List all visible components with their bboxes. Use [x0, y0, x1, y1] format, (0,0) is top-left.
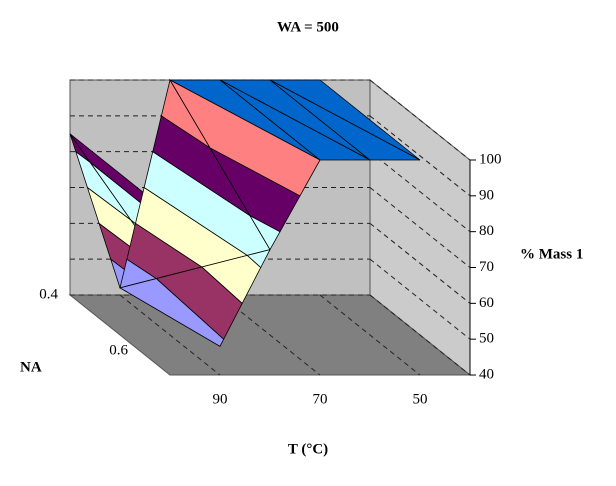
chart-title: WA = 500: [277, 19, 339, 35]
grid-line: [369, 151, 471, 233]
grid-line: [369, 79, 471, 161]
z-tick-label: 50: [479, 331, 494, 347]
depth-tick-label: 0.4: [39, 286, 58, 302]
x-tick-label: 70: [313, 391, 328, 407]
z-tick-label: 100: [479, 151, 502, 167]
depth-tick-label: 0.6: [109, 342, 128, 358]
z-tick-label: 80: [479, 223, 494, 239]
grid-line: [369, 294, 471, 376]
grid-line: [369, 258, 471, 340]
surface-patch: [246, 248, 271, 269]
x-axis-title: T (°C): [288, 441, 328, 457]
x-tick-label: 50: [413, 391, 428, 407]
z-tick-label: 60: [479, 295, 494, 311]
z-axis-title: % Mass 1: [520, 246, 583, 262]
depth-axis-title: NA: [20, 359, 42, 375]
grid-line: [369, 222, 471, 304]
grid-line: [369, 187, 471, 268]
floor-grid-line: [319, 294, 421, 376]
z-tick-label: 70: [479, 259, 494, 275]
surface-patch: [168, 78, 321, 197]
floor-grid-line: [119, 294, 221, 376]
surface-patch: [219, 79, 371, 161]
surface-patch: [269, 79, 421, 161]
z-tick-label: 90: [479, 187, 494, 203]
grid-line: [369, 115, 471, 197]
x-tick-label: 90: [213, 391, 228, 407]
z-tick-label: 40: [479, 366, 494, 382]
